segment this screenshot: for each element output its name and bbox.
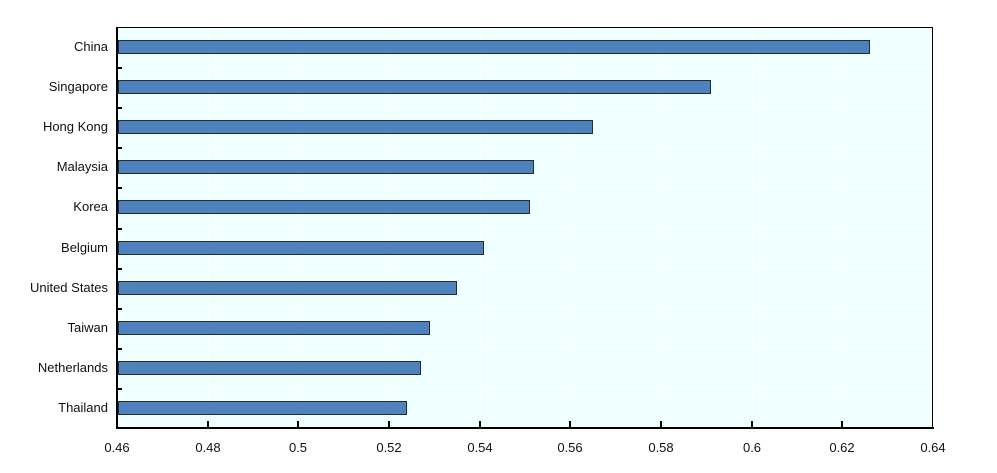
x-tick-label: 0.64 [920, 440, 946, 455]
horizontal-gridline [118, 388, 932, 389]
bar-singapore [118, 80, 711, 94]
y-tick-mark [118, 268, 122, 270]
vertical-gridline [661, 28, 662, 427]
x-tick-mark [660, 421, 662, 427]
vertical-gridline [208, 28, 209, 427]
category-label: Taiwan [67, 320, 108, 335]
y-tick-mark [118, 388, 122, 390]
bar-malaysia [118, 160, 534, 174]
x-tick-label: 0.54 [467, 440, 493, 455]
x-tick-label: 0.46 [104, 440, 130, 455]
horizontal-gridline [118, 228, 932, 229]
x-tick-label: 0.6 [742, 440, 762, 455]
category-label: Hong Kong [42, 119, 108, 134]
horizontal-gridline [118, 187, 932, 188]
category-label: Thailand [58, 400, 108, 415]
x-tick-label: 0.56 [557, 440, 583, 455]
horizontal-gridline [118, 67, 932, 68]
category-label: United States [29, 280, 108, 295]
x-tick-mark [479, 421, 481, 427]
horizontal-gridline [118, 308, 932, 309]
bar-china [118, 40, 870, 54]
y-tick-mark [118, 348, 122, 350]
x-tick-mark [297, 421, 299, 427]
bar-hong-kong [118, 120, 593, 134]
x-tick-mark [569, 421, 571, 427]
bar-korea [118, 200, 530, 214]
x-tick-label: 0.48 [195, 440, 221, 455]
vertical-gridline [389, 28, 390, 427]
x-tick-label: 0.5 [288, 440, 308, 455]
bar-thailand [118, 401, 407, 415]
bar-netherlands [118, 361, 421, 375]
x-tick-label: 0.62 [829, 440, 855, 455]
bar-belgium [118, 241, 484, 255]
category-label: China [74, 39, 108, 54]
vertical-gridline [480, 28, 481, 427]
x-axis [116, 427, 934, 429]
x-tick-mark [841, 421, 843, 427]
bar-taiwan [118, 321, 430, 335]
category-label: Belgium [61, 240, 108, 255]
vertical-gridline [298, 28, 299, 427]
vertical-gridline [842, 28, 843, 427]
x-tick-label: 0.52 [376, 440, 402, 455]
x-tick-mark [388, 421, 390, 427]
y-tick-mark [118, 107, 122, 109]
y-tick-mark [118, 308, 122, 310]
x-tick-mark [207, 421, 209, 427]
category-label: Netherlands [37, 360, 108, 375]
category-label: Malaysia [56, 159, 108, 174]
x-tick-mark [751, 421, 753, 427]
horizontal-gridline [118, 348, 932, 349]
bar-united-states [118, 281, 457, 295]
y-tick-mark [118, 187, 122, 189]
category-label: Korea [73, 199, 108, 214]
y-tick-mark [118, 147, 122, 149]
horizontal-gridline [118, 147, 932, 148]
y-axis [116, 27, 118, 429]
horizontal-gridline [118, 268, 932, 269]
vertical-gridline [570, 28, 571, 427]
y-tick-mark [118, 228, 122, 230]
category-label: Singapore [48, 79, 108, 94]
vertical-gridline [752, 28, 753, 427]
y-tick-mark [118, 67, 122, 69]
x-tick-label: 0.58 [648, 440, 674, 455]
horizontal-gridline [118, 107, 932, 108]
